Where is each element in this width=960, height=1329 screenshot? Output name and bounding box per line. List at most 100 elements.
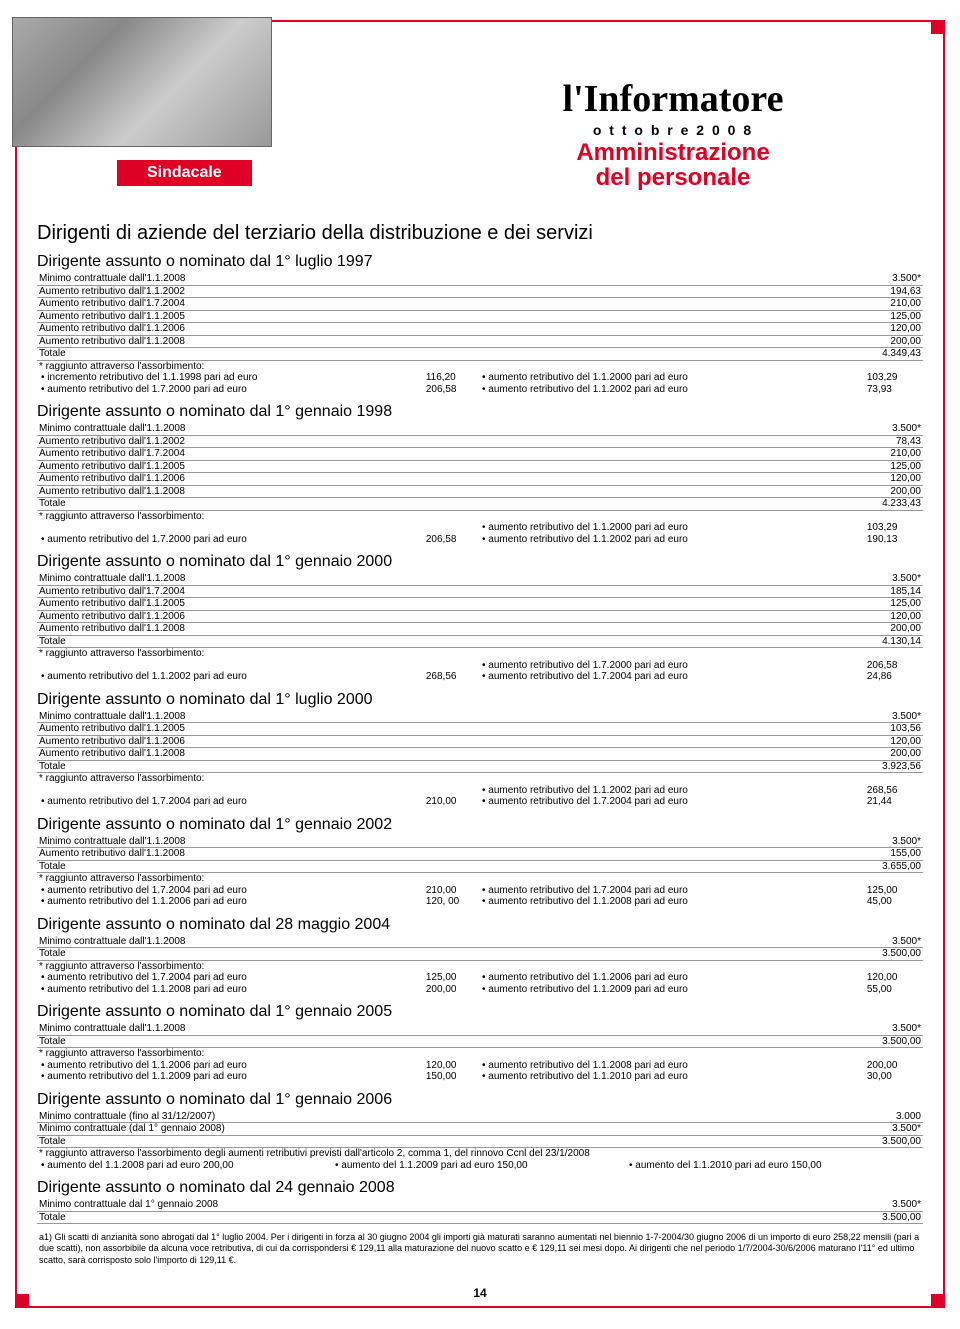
note-line-row: • incremento retributivo del 1.1.1998 pa… (37, 372, 923, 384)
note-right-value: 24,86 (865, 671, 921, 683)
row-label: Minimo contrattuale (fino al 31/12/2007) (37, 1111, 760, 1123)
note-head-row: * raggiunto attraverso l'assorbimento: (37, 1048, 923, 1060)
page-frame: Sindacale l'Informatore o t t o b r e 2 … (15, 20, 945, 1308)
note-head-row: * raggiunto attraverso l'assorbimento: (37, 960, 923, 972)
note-left-label: • incremento retributivo del 1.1.1998 pa… (39, 372, 424, 384)
note-line-wrap: • aumento retributivo del 1.1.2006 pari … (37, 896, 923, 908)
note-left-label: • aumento retributivo del 1.7.2000 pari … (39, 384, 424, 396)
note-left-label: • aumento retributivo del 1.1.2006 pari … (39, 896, 424, 908)
note-line-wrap: • aumento del 1.1.2008 pari ad euro 200,… (37, 1160, 923, 1172)
note-head: * raggiunto attraverso l'assorbimento: (37, 510, 923, 522)
note-triple-cell: • aumento del 1.1.2010 pari ad euro 150,… (627, 1160, 921, 1172)
note-left-value: 150,00 (424, 1071, 480, 1083)
row-label: Minimo contrattuale (dal 1° gennaio 2008… (37, 1123, 760, 1136)
note-line-row: • aumento retributivo del 1.7.2000 pari … (37, 534, 923, 546)
row-value: 125,00 (726, 460, 923, 473)
note-line-row: • aumento retributivo del 1.1.2009 pari … (37, 1071, 923, 1083)
row-value: 210,00 (726, 448, 923, 461)
section-title: Dirigente assunto o nominato dal 1° genn… (37, 403, 923, 421)
note-left-value (424, 660, 480, 672)
note-head: * raggiunto attraverso l'assorbimento: (37, 648, 923, 660)
note-right-value: 120,00 (865, 972, 921, 984)
note-head: * raggiunto attraverso l'assorbimento: (37, 773, 923, 785)
table-row: Minimo contrattuale dal 1° gennaio 20083… (37, 1199, 923, 1211)
sindacale-label: Sindacale (117, 160, 252, 186)
note-head-row: * raggiunto attraverso l'assorbimento: (37, 773, 923, 785)
row-label: Minimo contrattuale dall'1.1.2008 (37, 711, 726, 723)
table-row: Aumento retributivo dall'1.1.2008200,00 (37, 623, 923, 636)
note-left-label (39, 660, 424, 672)
row-value: 3.500* (726, 711, 923, 723)
note-right-value: 45,00 (865, 896, 921, 908)
row-value: 3.500,00 (760, 1135, 923, 1148)
subtitle-line: del personale (596, 164, 751, 191)
row-value: 120,00 (726, 735, 923, 748)
note-left-label: • aumento retributivo del 1.7.2004 pari … (39, 885, 424, 897)
note-left-label: • aumento retributivo del 1.7.2004 pari … (39, 796, 424, 808)
footnote: a1) Gli scatti di anzianità sono abrogat… (37, 1232, 923, 1266)
sections-container: Dirigente assunto o nominato dal 1° lugl… (37, 253, 923, 1224)
note-line-row: • aumento retributivo del 1.7.2004 pari … (37, 885, 923, 897)
row-label: Minimo contrattuale dall'1.1.2008 (37, 423, 726, 435)
note-right-value: 190,13 (865, 534, 921, 546)
row-label: Aumento retributivo dall'1.1.2006 (37, 323, 726, 336)
row-label: Totale (37, 860, 726, 873)
note-line-wrap: • aumento retributivo del 1.7.2004 pari … (37, 796, 923, 808)
table-row: Aumento retributivo dall'1.1.2002194,63 (37, 285, 923, 298)
row-label: Minimo contrattuale dall'1.1.2008 (37, 936, 726, 948)
note-head: * raggiunto attraverso l'assorbimento: (37, 873, 923, 885)
table-row: Totale3.500,00 (37, 1035, 923, 1048)
row-label: Aumento retributivo dall'1.7.2004 (37, 298, 726, 311)
table-row: Minimo contrattuale dall'1.1.20083.500* (37, 711, 923, 723)
note-head: * raggiunto attraverso l'assorbimento: (37, 960, 923, 972)
note-line-row: • aumento del 1.1.2008 pari ad euro 200,… (37, 1160, 923, 1172)
row-value: 3.500,00 (726, 948, 923, 961)
note-line-row: • aumento retributivo del 1.7.2004 pari … (37, 796, 923, 808)
note-right-label: • aumento retributivo del 1.7.2004 pari … (480, 671, 865, 683)
row-label: Totale (37, 1135, 760, 1148)
note-line-wrap: • aumento retributivo del 1.7.2000 pari … (37, 384, 923, 396)
header: Sindacale l'Informatore o t t o b r e 2 … (17, 22, 943, 222)
section-title: Dirigente assunto o nominato dal 24 genn… (37, 1179, 923, 1197)
note-line-row: • aumento retributivo del 1.1.2006 pari … (37, 896, 923, 908)
data-table: Minimo contrattuale dall'1.1.20083.500*A… (37, 836, 923, 908)
table-row: Aumento retributivo dall'1.1.2005103,56 (37, 723, 923, 736)
row-value: 3.500,00 (755, 1211, 923, 1224)
row-label: Totale (37, 1035, 726, 1048)
row-label: Totale (37, 635, 726, 648)
note-head: * raggiunto attraverso l'assorbimento: (37, 360, 923, 372)
row-label: Minimo contrattuale dall'1.1.2008 (37, 836, 726, 848)
note-left-value: 206,58 (424, 384, 480, 396)
table-row: Totale3.655,00 (37, 860, 923, 873)
note-line-wrap: • aumento retributivo del 1.7.2000 pari … (37, 660, 923, 672)
row-value: 200,00 (726, 748, 923, 761)
note-right-value: 200,00 (865, 1060, 921, 1072)
note-left-value: 116,20 (424, 372, 480, 384)
row-value: 3.500* (726, 423, 923, 435)
row-value: 210,00 (726, 298, 923, 311)
row-value: 120,00 (726, 473, 923, 486)
table-row: Aumento retributivo dall'1.1.2005125,00 (37, 598, 923, 611)
row-value: 3.500* (760, 1123, 923, 1136)
note-head-row: * raggiunto attraverso l'assorbimento: (37, 510, 923, 522)
note-line-wrap: • aumento retributivo del 1.1.2008 pari … (37, 984, 923, 996)
row-value: 3.500* (726, 1023, 923, 1035)
table-row: Totale4.130,14 (37, 635, 923, 648)
row-value: 3.923,56 (726, 760, 923, 773)
table-row: Totale4.349,43 (37, 348, 923, 361)
row-label: Totale (37, 760, 726, 773)
section-title: Dirigente assunto o nominato dal 1° lugl… (37, 253, 923, 271)
note-left-value: 120,00 (424, 1060, 480, 1072)
table-row: Minimo contrattuale dall'1.1.20083.500* (37, 423, 923, 435)
row-value: 3.500* (726, 273, 923, 285)
note-head: * raggiunto attraverso l'assorbimento: (37, 1048, 923, 1060)
publication-date: o t t o b r e 2 0 0 8 (523, 122, 823, 138)
row-value: 125,00 (726, 598, 923, 611)
row-label: Aumento retributivo dall'1.1.2005 (37, 460, 726, 473)
note-left-value: 268,56 (424, 671, 480, 683)
table-row: Minimo contrattuale dall'1.1.20083.500* (37, 573, 923, 585)
note-triple-cell: • aumento del 1.1.2009 pari ad euro 150,… (333, 1160, 627, 1172)
row-label: Totale (37, 948, 726, 961)
note-line-row: • aumento retributivo del 1.1.2006 pari … (37, 1060, 923, 1072)
note-line-row: • aumento retributivo del 1.1.2008 pari … (37, 984, 923, 996)
